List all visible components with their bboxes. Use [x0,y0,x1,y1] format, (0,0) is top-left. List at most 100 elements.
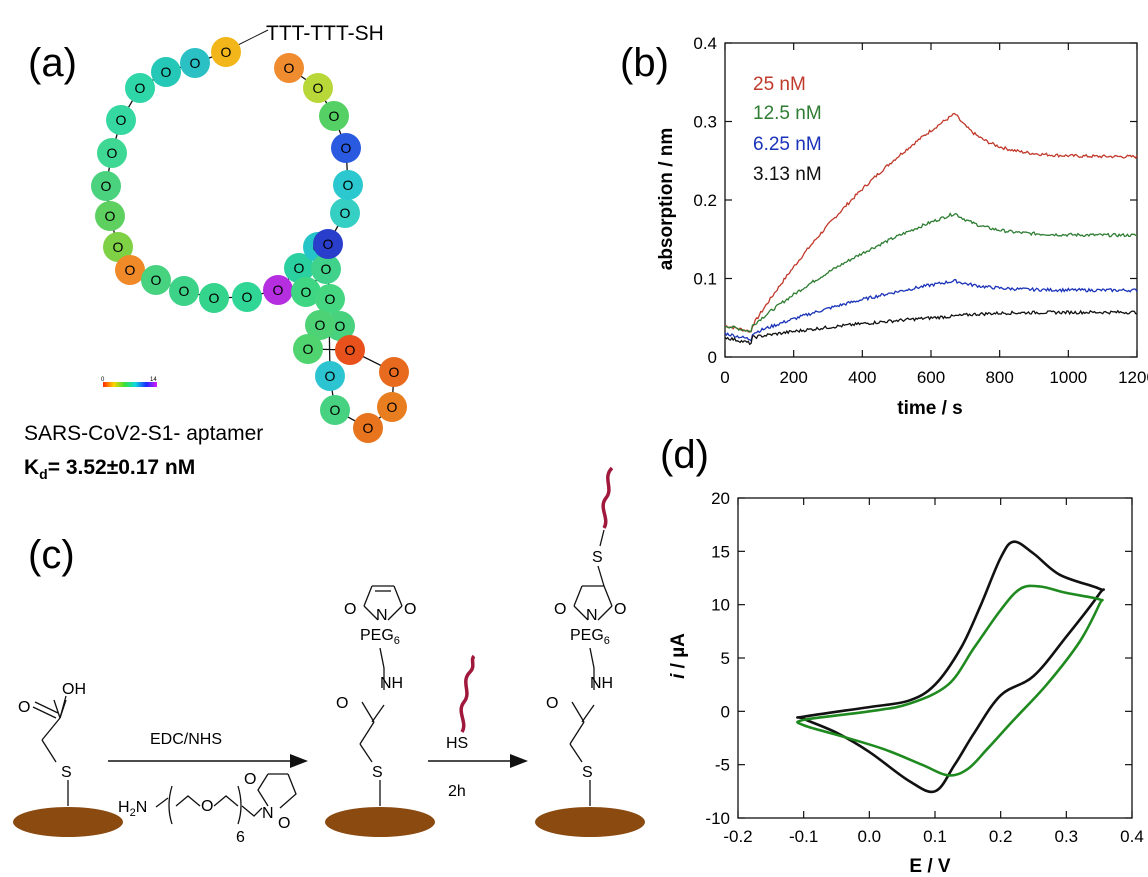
svg-text:H2N: H2N [118,799,147,819]
y-tick-label: 0.1 [693,270,717,289]
nucleotide-glyph: O [315,317,326,333]
b-xlabel: time / s [897,398,962,419]
b-legend-25: 25 nM [753,74,806,95]
reaction-arrow-2-head [510,754,528,768]
nucleotide-glyph: O [294,260,305,276]
cv-curve-1 [796,584,1104,777]
nucleotide-node [333,170,363,200]
nucleotide-node [97,138,127,168]
nucleotide-node [169,276,199,306]
x-tick-label: -0.1 [789,827,818,846]
nucleotide-node [263,275,293,305]
mol2-s: S [372,764,383,781]
nucleotide-node [377,392,407,422]
nucleotide-node [311,254,341,284]
color-scale-min: 0 [101,377,105,383]
aptamer-backbone [105,51,395,429]
svg-text:N: N [262,805,274,822]
x-tick-label: 0.0 [858,827,882,846]
mol3-s-top: S [592,549,603,566]
nucleotide-node [305,310,335,340]
thiol-hs: HS [446,735,468,752]
nucleotide-glyph: O [135,80,146,96]
nucleotide-node [331,133,361,163]
cv-chart: -0.2 -0.1 0.0 0.1 0.2 0.3 0.4 -10 -5 0 5 10 15 20 [705,489,1143,846]
b-legend-6-25: 6.25 nM [753,134,822,155]
aptamer-name: SARS-CoV2-S1- aptamer [24,422,263,445]
y-tick-label: 20 [711,489,730,508]
x-tick-label: 0 [720,368,729,387]
nucleotide-node [313,229,343,259]
thiol-aptamer-strand [459,654,476,733]
svg-text:O: O [244,771,256,788]
nucleotide-glyph: O [101,178,112,194]
acid-carbonyl-bond [32,706,57,719]
nucleotide-glyph: O [161,64,172,80]
step2-time: 2h [448,783,466,800]
acid-oh-bond [59,695,67,719]
panel-letter-a: (a) [28,41,77,85]
nucleotide-node [211,37,241,67]
d-ylabel: i / µA [668,633,689,679]
mol2-o-right: O [404,601,416,618]
aptamer-nucleotides: OOOOOOOOOOOOOOOOOOOOOOOOOOOOOOOOOOOO [91,37,409,443]
mol2-nh: NH [380,675,403,692]
y-tick-label: -10 [705,809,730,828]
nucleotide-node [293,334,323,364]
nucleotide-glyph: O [209,290,220,306]
mol3-s: S [582,764,593,781]
b-ylabel: absorption / nm [656,128,677,271]
nucleotide-node [330,198,360,228]
mol3-o: O [546,695,558,712]
gold-substrate-1 [13,807,123,837]
nucleotide-node [320,395,350,425]
mol3-o-left: O [554,601,566,618]
nucleotide-node [303,73,333,103]
y-tick-label: 0.4 [693,34,717,53]
nucleotide-node [125,73,155,103]
nucleotide-glyph: O [335,318,346,334]
panel-letter-b: (b) [620,41,669,85]
color-scale-max: 14 [150,377,157,383]
x-tick-label: 600 [917,368,945,387]
x-tick-label: 800 [985,368,1013,387]
panel-letter-d: (d) [660,433,709,477]
nucleotide-node [315,361,345,391]
nucleotide-glyph: O [105,208,116,224]
mol2-peg: PEG6 [360,627,400,647]
nucleotide-glyph: O [151,272,162,288]
nucleotide-node [91,171,121,201]
conjugate-aptamer-strand [601,466,614,529]
nucleotide-glyph: O [345,342,356,358]
series-line-1 [724,212,1138,333]
nucleotide-glyph: O [221,44,232,60]
nucleotide-node [291,277,321,307]
mol2-o: O [336,695,348,712]
b-legend-12-5: 12.5 nM [753,103,822,124]
y-tick-label: 15 [711,542,730,561]
maleimide-linker: H2N O 6 N O O [118,771,297,846]
panel-d: (d) -0.2 -0.1 0.0 0.1 0.2 0.3 0.4 -10 -5 0 5 10 15 20… [660,433,1144,877]
nucleotide-glyph: O [387,399,398,415]
nucleotide-glyph: O [125,262,136,278]
nucleotide-glyph: O [343,177,354,193]
acid-oh: OH [62,681,86,698]
nucleotide-glyph: O [329,108,340,124]
series-line-3 [724,309,1138,346]
acid-carbonyl-bond-2 [34,701,59,714]
reaction-arrow-1-head [290,754,308,768]
series-line-2 [724,278,1138,342]
molecule-conjugate [569,529,613,806]
nucleotide-node [379,357,409,387]
nucleotide-node [319,101,349,131]
nucleotide-node [95,201,125,231]
nucleotide-node [151,57,181,87]
nucleotide-glyph: O [330,402,341,418]
nucleotide-glyph: O [325,368,336,384]
nucleotide-glyph: O [323,236,334,252]
nucleotide-glyph: O [179,283,190,299]
